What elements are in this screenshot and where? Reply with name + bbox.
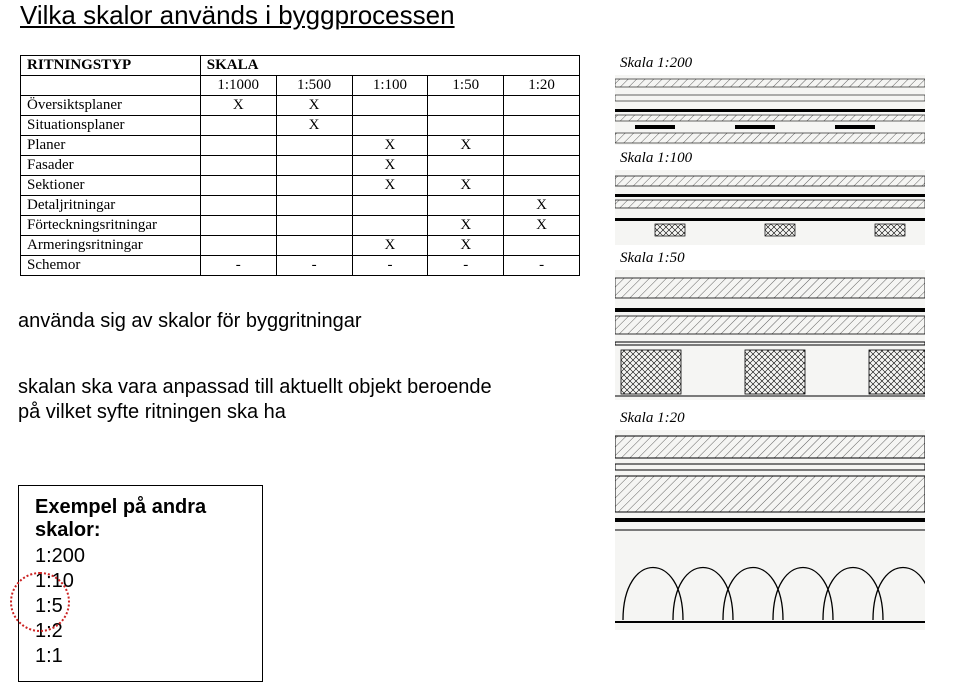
table-row: Situationsplaner X: [21, 116, 580, 136]
row-label: Detaljritningar: [21, 196, 201, 216]
col-500: 1:500: [276, 76, 352, 96]
cell: -: [352, 256, 428, 276]
table-row: ÖversiktsplanerXX: [21, 96, 580, 116]
row-label: Sektioner: [21, 176, 201, 196]
th-ritningstyp: RITNINGSTYP: [21, 56, 201, 76]
example-line: 1:10: [35, 569, 246, 594]
drawing-1-100: [615, 170, 925, 245]
cell: [504, 116, 580, 136]
example-line: 1:5: [35, 594, 246, 619]
cell: X: [352, 156, 428, 176]
table-row: Planer XX: [21, 136, 580, 156]
scale-label-100: Skala 1:100: [620, 150, 692, 167]
col-1000: 1:1000: [200, 76, 276, 96]
scale-table-wrap: RITNINGSTYP SKALA 1:1000 1:500 1:100 1:5…: [20, 55, 580, 276]
scale-table: RITNINGSTYP SKALA 1:1000 1:500 1:100 1:5…: [20, 55, 580, 276]
col-50: 1:50: [428, 76, 504, 96]
row-label: Planer: [21, 136, 201, 156]
cell: -: [276, 256, 352, 276]
drawing-1-200: [615, 75, 925, 145]
cell: X: [352, 176, 428, 196]
row-label: Förteckningsritningar: [21, 216, 201, 236]
cell: [352, 196, 428, 216]
th-skala: SKALA: [200, 56, 579, 76]
cell: [504, 156, 580, 176]
cell: [504, 136, 580, 156]
cell: X: [276, 116, 352, 136]
row-label: Översiktsplaner: [21, 96, 201, 116]
cell: -: [504, 256, 580, 276]
page-title: Vilka skalor används i byggprocessen: [20, 0, 455, 31]
scale-label-200: Skala 1:200: [620, 55, 692, 72]
col-20: 1:20: [504, 76, 580, 96]
cell: [200, 176, 276, 196]
cell: X: [428, 236, 504, 256]
cell: [352, 116, 428, 136]
cell: -: [200, 256, 276, 276]
cell: [276, 176, 352, 196]
cell: [276, 156, 352, 176]
cell: X: [200, 96, 276, 116]
table-row: Armeringsritningar XX: [21, 236, 580, 256]
cell: X: [276, 96, 352, 116]
cell: [428, 116, 504, 136]
table-row: Sektioner XX: [21, 176, 580, 196]
example-header: Exempel på andra skalor:: [35, 496, 246, 542]
cell: [200, 136, 276, 156]
cell: -: [428, 256, 504, 276]
example-line: 1:200: [35, 544, 246, 569]
cell: X: [428, 136, 504, 156]
cell: [504, 176, 580, 196]
table-row: Förteckningsritningar XX: [21, 216, 580, 236]
cell: X: [504, 216, 580, 236]
th-empty: [21, 76, 201, 96]
section-drawings-column: Skala 1:200 Ska: [615, 55, 935, 645]
cell: [200, 156, 276, 176]
table-row: Schemor-----: [21, 256, 580, 276]
cell: X: [428, 176, 504, 196]
cell: [428, 96, 504, 116]
row-label: Fasader: [21, 156, 201, 176]
paragraph-2: skalan ska vara anpassad till aktuellt o…: [18, 375, 498, 425]
cell: [428, 156, 504, 176]
cell: X: [352, 236, 428, 256]
cell: X: [352, 136, 428, 156]
example-line: 1:1: [35, 644, 246, 669]
cell: [504, 236, 580, 256]
cell: X: [504, 196, 580, 216]
cell: [428, 196, 504, 216]
col-100: 1:100: [352, 76, 428, 96]
scale-label-50: Skala 1:50: [620, 250, 685, 267]
cell: [276, 236, 352, 256]
cell: [200, 236, 276, 256]
cell: X: [428, 216, 504, 236]
drawing-1-20: [615, 430, 925, 630]
cell: [200, 216, 276, 236]
paragraph-1: använda sig av skalor för byggritningar: [18, 310, 518, 333]
scale-label-20: Skala 1:20: [620, 410, 685, 427]
table-head-row-1: RITNINGSTYP SKALA: [21, 56, 580, 76]
row-label: Situationsplaner: [21, 116, 201, 136]
drawing-1-50: [615, 270, 925, 400]
table-head-row-2: 1:1000 1:500 1:100 1:50 1:20: [21, 76, 580, 96]
cell: [200, 116, 276, 136]
table-row: Detaljritningar X: [21, 196, 580, 216]
row-label: Armeringsritningar: [21, 236, 201, 256]
cell: [352, 216, 428, 236]
table-row: Fasader X: [21, 156, 580, 176]
cell: [276, 136, 352, 156]
cell: [352, 96, 428, 116]
cell: [276, 196, 352, 216]
example-line: 1:2: [35, 619, 246, 644]
example-box: Exempel på andra skalor: 1:200 1:10 1:5 …: [18, 485, 263, 682]
cell: [200, 196, 276, 216]
cell: [504, 96, 580, 116]
cell: [276, 216, 352, 236]
row-label: Schemor: [21, 256, 201, 276]
